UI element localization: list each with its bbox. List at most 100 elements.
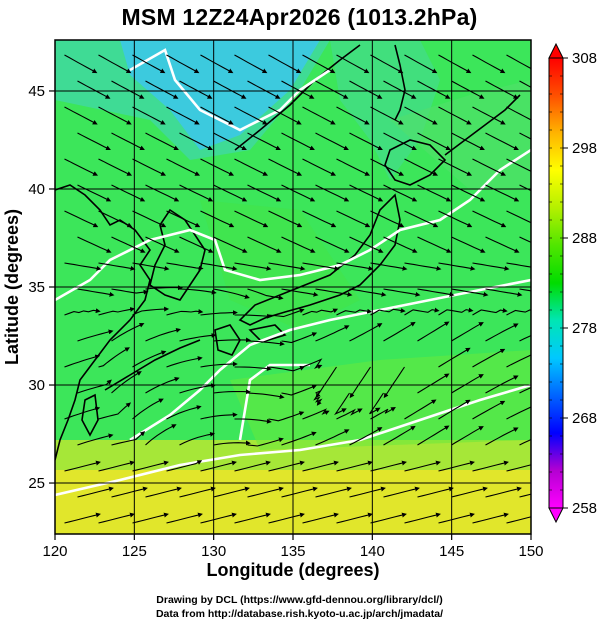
streamline <box>438 210 473 228</box>
x-tick-label-150: 150 <box>518 543 543 560</box>
streamline <box>166 106 200 125</box>
streamline <box>349 288 387 297</box>
streamline <box>166 158 201 176</box>
streamline <box>302 54 336 74</box>
streamline <box>302 358 323 370</box>
streamline <box>281 288 319 297</box>
x-tick-label-120: 120 <box>42 543 67 560</box>
streamline <box>281 184 316 202</box>
streamline <box>417 373 450 394</box>
streamline <box>313 389 323 406</box>
streamline <box>302 210 337 228</box>
streamline <box>145 285 183 291</box>
streamline <box>302 106 336 125</box>
streamline <box>451 132 485 151</box>
kuril-islands <box>444 94 521 156</box>
streamline <box>247 340 285 347</box>
streamline <box>315 429 350 446</box>
streamline <box>234 158 269 176</box>
streamline <box>268 54 302 74</box>
streamline <box>179 332 217 342</box>
streamline <box>315 184 350 202</box>
colorbar-tick-label-278: 278 <box>572 320 597 337</box>
streamline <box>438 307 474 316</box>
streamline <box>302 262 340 271</box>
streamline <box>302 512 339 524</box>
streamline <box>64 210 99 228</box>
colorbar-ticks: 258 268 278 288 298 308 <box>549 50 597 517</box>
streamline <box>64 158 99 176</box>
streamline <box>213 236 248 253</box>
streamline <box>383 184 418 202</box>
colorbar-tick-label-298: 298 <box>572 140 597 157</box>
streamline <box>213 337 251 343</box>
streamline <box>111 288 149 295</box>
streamline <box>472 262 510 271</box>
streamline <box>370 106 404 125</box>
wind-streamlines <box>64 54 531 524</box>
streamline <box>166 262 204 271</box>
colorbar-top-triangle <box>548 42 564 59</box>
streamline <box>506 464 531 472</box>
streamline <box>472 106 506 125</box>
streamline <box>336 210 371 228</box>
streamline <box>281 132 315 151</box>
streamline <box>111 80 145 99</box>
streamline <box>200 158 235 176</box>
streamline <box>404 460 441 472</box>
y-tick-label-35: 35 <box>28 279 45 296</box>
streamline <box>315 288 353 297</box>
streamline <box>268 210 303 228</box>
streamline <box>132 512 169 524</box>
taiwan <box>81 393 99 437</box>
streamline <box>132 54 166 74</box>
streamline <box>302 158 337 176</box>
streamline <box>404 512 441 524</box>
isotherm-south <box>129 278 531 442</box>
isotherm-sw <box>238 363 310 441</box>
streamline <box>234 106 268 125</box>
streamline <box>383 288 421 297</box>
streamline <box>111 236 146 253</box>
streamline <box>281 332 318 344</box>
streamline <box>200 262 238 271</box>
streamline <box>302 460 339 472</box>
sakhalin <box>394 44 406 121</box>
streamline <box>200 412 238 420</box>
streamline <box>281 384 317 396</box>
streamline <box>247 184 282 202</box>
streamline <box>485 184 520 202</box>
map-title: MSM 12Z24Apr2026 (1013.2hPa) <box>121 4 478 30</box>
streamline <box>519 236 531 243</box>
streamline <box>98 210 133 228</box>
streamline <box>383 132 417 151</box>
streamline <box>179 132 213 151</box>
streamline <box>111 431 146 446</box>
streamline <box>370 512 407 524</box>
streamline <box>166 309 204 316</box>
streamline <box>145 80 179 99</box>
streamline <box>519 493 531 498</box>
x-tick-label-145: 145 <box>439 543 464 560</box>
streamline <box>315 236 350 253</box>
streamline <box>485 486 522 498</box>
streamline <box>77 184 112 202</box>
streamline <box>383 486 420 498</box>
isotherm-mid <box>55 148 531 302</box>
streamline <box>200 210 235 228</box>
streamline <box>98 460 135 472</box>
streamline <box>336 158 371 176</box>
streamline <box>98 262 136 271</box>
x-axis-label: Longitude (degrees) <box>206 560 379 580</box>
streamline <box>234 210 269 228</box>
streamline <box>472 512 509 524</box>
streamline <box>451 184 486 202</box>
streamline <box>145 236 180 253</box>
streamline <box>506 210 531 224</box>
streamline <box>111 486 148 498</box>
streamline <box>268 411 305 422</box>
streamline <box>438 54 472 74</box>
y-tick-label-40: 40 <box>28 181 45 198</box>
credit-data: Data from http://database.rish.kyoto-u.a… <box>155 608 444 620</box>
streamline <box>519 288 531 292</box>
